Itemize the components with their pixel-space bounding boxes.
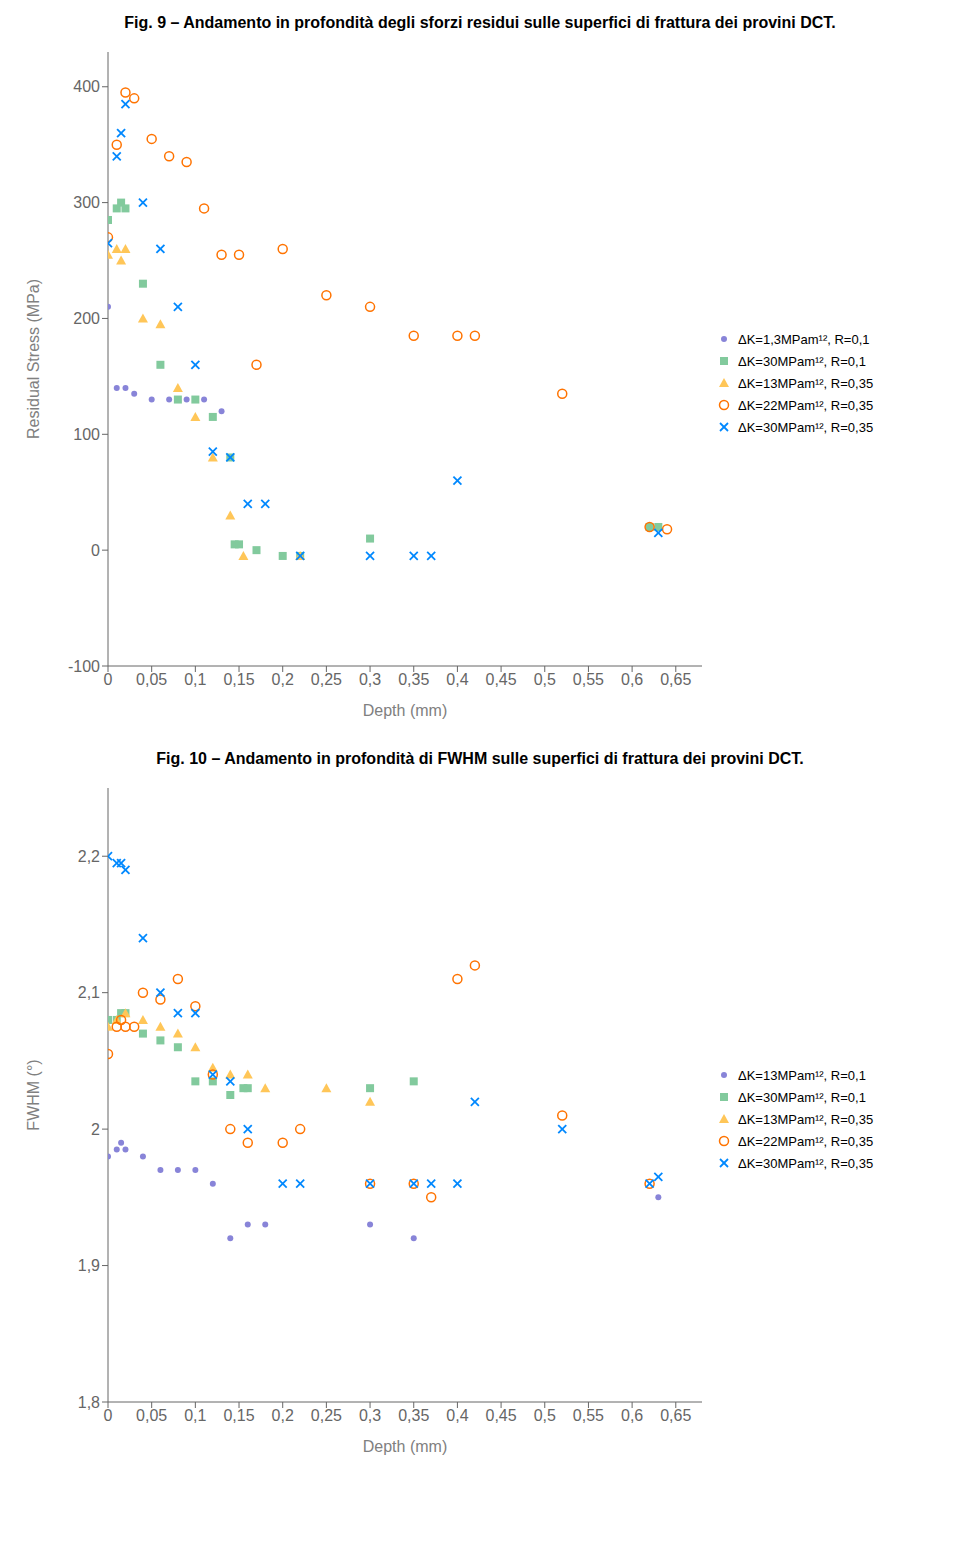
html-text:ΔK=30MPam¹², R=0,35: ΔK=30MPam¹², R=0,35 [738,419,874,435]
svg-text:0,55: 0,55 [573,671,604,688]
svg-text:0,5: 0,5 [534,1407,556,1424]
svg-text:0,1: 0,1 [184,671,206,688]
svg-text:0,65: 0,65 [660,1407,691,1424]
svg-text:0,45: 0,45 [486,1407,517,1424]
html-text:ΔK=30MPam¹², R=0,1: ΔK=30MPam¹², R=0,1 [738,1089,866,1105]
html-text:ΔK=30MPam¹², R=0,1: ΔK=30MPam¹², R=0,1 [738,353,866,369]
svg-text:0,15: 0,15 [223,1407,254,1424]
svg-text:0,05: 0,05 [136,1407,167,1424]
svg-text:Depth (mm): Depth (mm) [363,702,447,719]
svg-text:0: 0 [104,1407,113,1424]
svg-text:0,3: 0,3 [359,1407,381,1424]
svg-text:Residual Stress (MPa): Residual Stress (MPa) [25,279,42,439]
svg-text:0,4: 0,4 [446,1407,468,1424]
svg-text:0,35: 0,35 [398,1407,429,1424]
svg-text:0,05: 0,05 [136,671,167,688]
svg-text:0,6: 0,6 [621,671,643,688]
html-text:ΔK=1,3MPam¹², R=0,1: ΔK=1,3MPam¹², R=0,1 [738,331,870,347]
svg-text:0,55: 0,55 [573,1407,604,1424]
svg-text:0,1: 0,1 [184,1407,206,1424]
svg-text:0,65: 0,65 [660,671,691,688]
svg-text:0,25: 0,25 [311,671,342,688]
svg-text:FWHM (°): FWHM (°) [25,1059,42,1130]
html-text:ΔK=30MPam¹², R=0,35: ΔK=30MPam¹², R=0,35 [738,1155,874,1171]
svg-text:200: 200 [73,310,100,327]
html-text:Fig. 9 – Andamento in profondi: Fig. 9 – Andamento in profondità degli s… [124,14,836,31]
svg-text:2,1: 2,1 [78,984,100,1001]
html-text:ΔK=13MPam¹², R=0,35: ΔK=13MPam¹², R=0,35 [738,375,874,391]
svg-text:0,45: 0,45 [486,671,517,688]
svg-text:0,35: 0,35 [398,671,429,688]
html-text:ΔK=22MPam¹², R=0,35: ΔK=22MPam¹², R=0,35 [738,1133,874,1149]
html-text:ΔK=22MPam¹², R=0,35: ΔK=22MPam¹², R=0,35 [738,397,874,413]
svg-text:0,2: 0,2 [272,671,294,688]
svg-text:0,15: 0,15 [223,671,254,688]
svg-text:-100: -100 [68,658,100,675]
svg-text:100: 100 [73,426,100,443]
html-text:ΔK=13MPam¹², R=0,35: ΔK=13MPam¹², R=0,35 [738,1111,874,1127]
svg-text:0,2: 0,2 [272,1407,294,1424]
svg-text:0: 0 [91,542,100,559]
svg-text:0,4: 0,4 [446,671,468,688]
svg-text:1,9: 1,9 [78,1257,100,1274]
svg-text:0: 0 [104,671,113,688]
svg-text:0,3: 0,3 [359,671,381,688]
svg-text:0,5: 0,5 [534,671,556,688]
svg-text:2,2: 2,2 [78,848,100,865]
svg-text:0,25: 0,25 [311,1407,342,1424]
svg-text:1,8: 1,8 [78,1394,100,1411]
svg-text:2: 2 [91,1121,100,1138]
svg-text:300: 300 [73,194,100,211]
svg-text:Depth (mm): Depth (mm) [363,1438,447,1455]
html-text:Fig. 10 – Andamento in profond: Fig. 10 – Andamento in profondità di FWH… [156,750,804,767]
html-text:ΔK=13MPam¹², R=0,1: ΔK=13MPam¹², R=0,1 [738,1067,866,1083]
svg-text:0,6: 0,6 [621,1407,643,1424]
svg-text:400: 400 [73,78,100,95]
